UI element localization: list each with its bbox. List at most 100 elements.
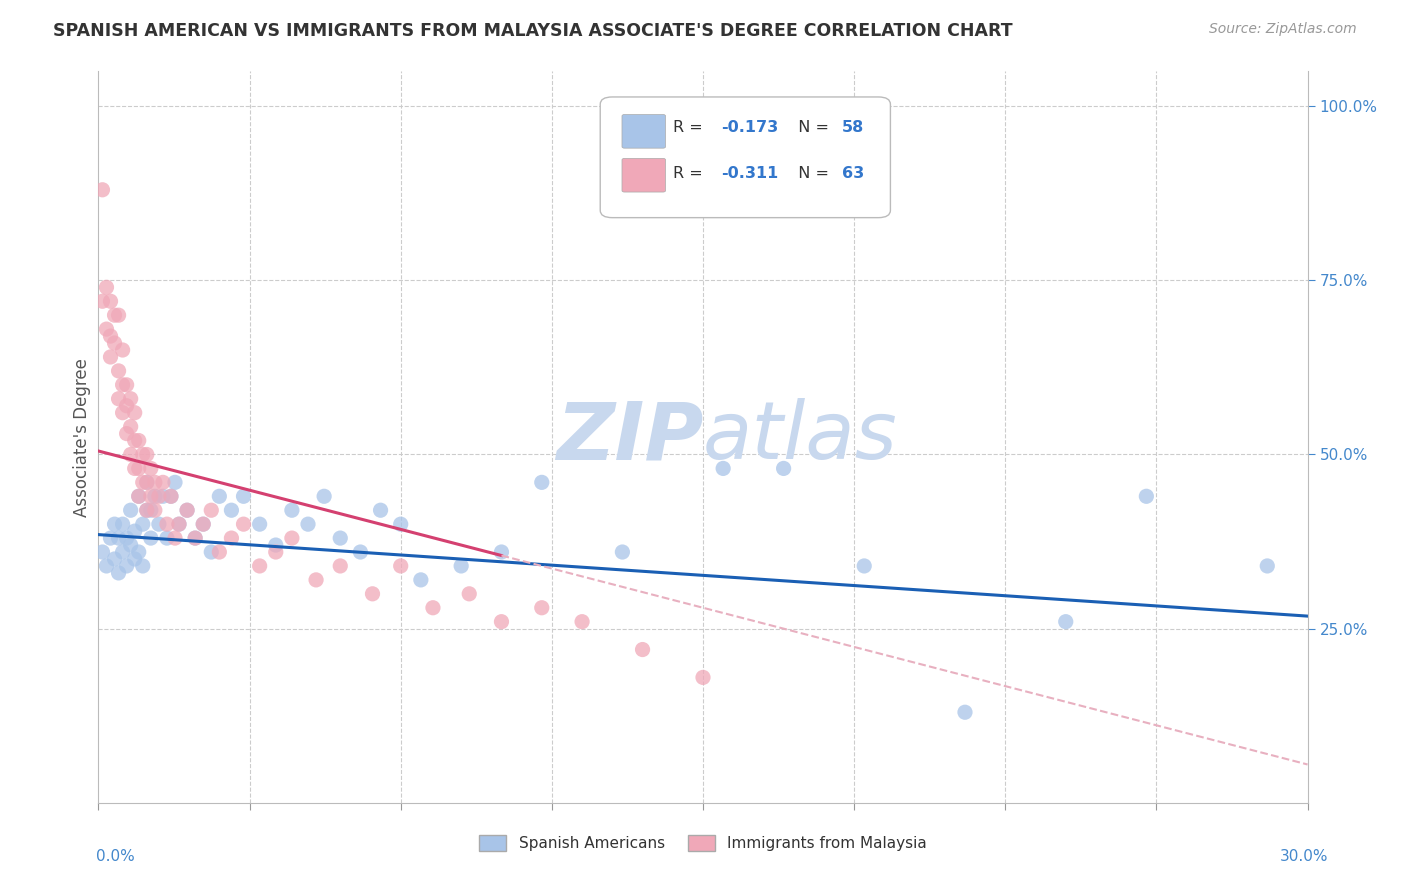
Point — [249, 558, 271, 573]
Point — [389, 517, 412, 532]
Point — [1256, 558, 1278, 573]
Point — [530, 475, 553, 490]
Point — [120, 448, 142, 462]
Point — [491, 545, 513, 559]
Point — [152, 475, 174, 490]
Point — [128, 545, 150, 559]
Text: SPANISH AMERICAN VS IMMIGRANTS FROM MALAYSIA ASSOCIATE'S DEGREE CORRELATION CHAR: SPANISH AMERICAN VS IMMIGRANTS FROM MALA… — [53, 22, 1014, 40]
Point — [458, 587, 481, 601]
Point — [361, 587, 384, 601]
Point — [571, 615, 593, 629]
FancyBboxPatch shape — [621, 159, 665, 192]
Point — [692, 670, 714, 684]
Point — [124, 406, 146, 420]
Point — [100, 329, 122, 343]
Point — [389, 558, 412, 573]
Point — [193, 517, 215, 532]
Point — [107, 392, 129, 406]
Point — [305, 573, 328, 587]
Point — [167, 517, 190, 532]
Point — [115, 558, 138, 573]
FancyBboxPatch shape — [600, 97, 890, 218]
Text: atlas: atlas — [703, 398, 898, 476]
Point — [115, 399, 138, 413]
Point — [103, 336, 125, 351]
Point — [135, 475, 157, 490]
Point — [264, 545, 287, 559]
Text: R =: R = — [672, 166, 707, 181]
Point — [96, 280, 118, 294]
Point — [135, 503, 157, 517]
Point — [281, 531, 304, 545]
Point — [143, 475, 166, 490]
Text: ZIP: ZIP — [555, 398, 703, 476]
FancyBboxPatch shape — [621, 114, 665, 148]
Point — [200, 503, 222, 517]
Point — [232, 489, 254, 503]
Point — [128, 489, 150, 503]
Point — [103, 308, 125, 322]
Point — [132, 475, 155, 490]
Text: R =: R = — [672, 120, 707, 136]
Point — [91, 545, 114, 559]
Text: 30.0%: 30.0% — [1281, 849, 1329, 864]
Point — [281, 503, 304, 517]
Point — [143, 489, 166, 503]
Point — [221, 531, 243, 545]
Point — [422, 600, 444, 615]
Point — [160, 489, 183, 503]
Point — [139, 489, 162, 503]
Point — [530, 600, 553, 615]
Point — [103, 552, 125, 566]
Legend: Spanish Americans, Immigrants from Malaysia: Spanish Americans, Immigrants from Malay… — [472, 830, 934, 857]
Point — [115, 531, 138, 545]
Point — [631, 642, 654, 657]
Point — [135, 448, 157, 462]
Point — [124, 434, 146, 448]
Point — [111, 545, 134, 559]
Point — [120, 392, 142, 406]
Point — [1054, 615, 1077, 629]
Point — [139, 461, 162, 475]
Point — [128, 489, 150, 503]
Text: N =: N = — [787, 120, 834, 136]
Point — [148, 489, 170, 503]
Point — [163, 475, 186, 490]
Point — [100, 531, 122, 545]
Point — [176, 503, 198, 517]
Point — [135, 475, 157, 490]
Point — [91, 294, 114, 309]
Point — [184, 531, 207, 545]
Point — [167, 517, 190, 532]
Point — [111, 406, 134, 420]
Point — [249, 517, 271, 532]
Text: Source: ZipAtlas.com: Source: ZipAtlas.com — [1209, 22, 1357, 37]
Text: 0.0%: 0.0% — [96, 849, 135, 864]
Point — [297, 517, 319, 532]
Point — [128, 434, 150, 448]
Point — [193, 517, 215, 532]
Point — [491, 615, 513, 629]
Point — [156, 531, 179, 545]
Point — [111, 517, 134, 532]
Point — [103, 517, 125, 532]
Text: N =: N = — [787, 166, 834, 181]
Text: 58: 58 — [842, 120, 865, 136]
Point — [329, 531, 352, 545]
Point — [160, 489, 183, 503]
Point — [120, 419, 142, 434]
Point — [124, 461, 146, 475]
Point — [107, 566, 129, 580]
Point — [208, 489, 231, 503]
Point — [91, 183, 114, 197]
Point — [111, 343, 134, 357]
Point — [612, 545, 634, 559]
Point — [163, 531, 186, 545]
Point — [107, 531, 129, 545]
Point — [208, 545, 231, 559]
Text: -0.311: -0.311 — [721, 166, 779, 181]
Text: 63: 63 — [842, 166, 865, 181]
Point — [176, 503, 198, 517]
Point — [772, 461, 794, 475]
Point — [314, 489, 336, 503]
